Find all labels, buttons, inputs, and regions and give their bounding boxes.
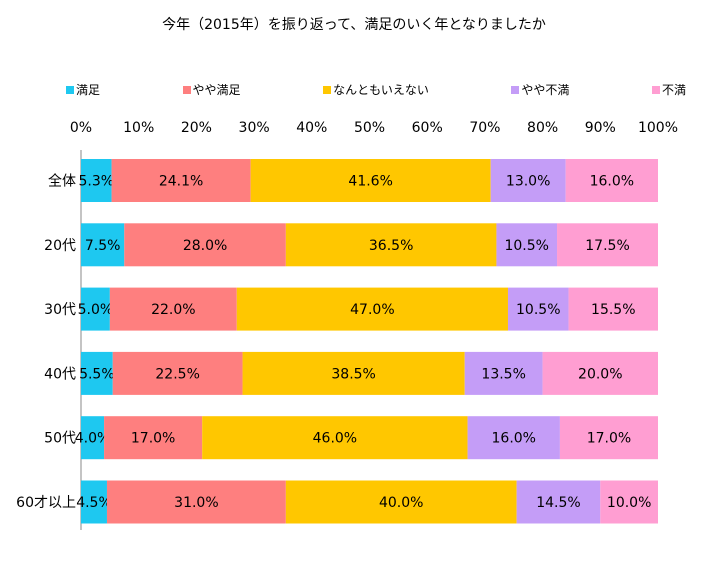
bar-segment: [568, 287, 658, 331]
legend-label: 満足: [76, 83, 101, 97]
bar-segment: [109, 287, 237, 331]
data-label: 20.0%: [578, 366, 622, 382]
bar-segment: [106, 480, 286, 524]
data-label: 17.5%: [585, 238, 629, 254]
data-label: 41.6%: [348, 174, 392, 190]
bar-segment: [81, 287, 110, 331]
data-label: 36.5%: [369, 238, 413, 254]
x-tick-label: 70%: [469, 120, 500, 136]
data-label: 22.0%: [151, 302, 195, 318]
category-label: 60才以上: [16, 495, 76, 511]
data-label: 14.5%: [536, 495, 580, 511]
data-label: 17.0%: [131, 431, 175, 447]
legend-item: なんともいえない: [323, 81, 429, 98]
bar-segment: [81, 480, 107, 524]
data-label: 24.1%: [159, 174, 203, 190]
data-label: 38.5%: [331, 366, 375, 382]
bar-segment: [202, 416, 468, 460]
category-label: 全体: [48, 173, 76, 190]
bar-segment: [490, 159, 566, 202]
data-label: 15.5%: [591, 302, 635, 318]
category-label: 30代: [44, 302, 76, 318]
bar-segment: [111, 159, 251, 202]
bar-segment: [250, 159, 491, 202]
bar-segment: [285, 480, 517, 524]
legend-swatch: [323, 85, 332, 94]
bar-segment: [124, 223, 286, 267]
x-tick-label: 30%: [239, 120, 270, 136]
data-label: 28.0%: [183, 238, 227, 254]
data-label: 16.0%: [492, 431, 536, 447]
legend-swatch: [66, 85, 74, 94]
data-label: 10.0%: [607, 495, 651, 511]
x-tick-label: 50%: [354, 120, 385, 136]
bar-segment: [557, 223, 658, 267]
x-tick-label: 90%: [585, 120, 616, 136]
x-tick-label: 10%: [123, 120, 154, 136]
bar-segment: [242, 351, 465, 395]
bar-segment: [507, 287, 569, 331]
bar-segment: [236, 287, 508, 331]
data-label: 7.5%: [85, 238, 121, 254]
legend-item: 不満: [651, 81, 686, 98]
legend-label: 不満: [661, 83, 686, 97]
bar-segment: [600, 480, 658, 524]
bar-segment: [565, 159, 658, 202]
bar-segment: [467, 416, 560, 460]
data-label: 13.0%: [506, 174, 550, 190]
bar-segment: [81, 223, 125, 267]
chart-title: 今年（2015年）を振り返って、満足のいく年となりましたか: [162, 17, 546, 33]
category-label: 50代: [44, 431, 76, 447]
bar-segment: [81, 159, 112, 202]
bar-segment: [112, 351, 243, 395]
category-label: 20代: [44, 238, 76, 254]
legend-swatch: [511, 85, 520, 94]
x-tick-label: 80%: [527, 120, 558, 136]
data-label: 5.5%: [79, 366, 115, 382]
bar-segment: [559, 416, 658, 460]
x-tick-label: 0%: [70, 120, 92, 136]
legend-label: なんともいえない: [333, 83, 429, 97]
x-tick-label: 20%: [181, 120, 212, 136]
data-label: 40.0%: [379, 495, 423, 511]
bar-segment: [104, 416, 203, 460]
legend-label: やや満足: [192, 83, 241, 97]
category-label: 40代: [44, 366, 76, 382]
data-label: 10.5%: [516, 302, 560, 318]
legend-item: やや満足: [182, 81, 241, 98]
bar-segment: [542, 351, 658, 395]
bar-segment: [81, 351, 113, 395]
bar-segment: [464, 351, 543, 395]
data-label: 5.0%: [78, 302, 114, 318]
data-label: 10.5%: [504, 238, 548, 254]
data-label: 5.3%: [79, 174, 115, 190]
bar-segment: [496, 223, 558, 267]
legend: 満足 やや満足 なんともいえない やや不満 不満: [66, 81, 686, 98]
data-label: 17.0%: [587, 431, 631, 447]
data-label: 46.0%: [313, 431, 357, 447]
data-label: 4.0%: [75, 431, 111, 447]
legend-item: 満足: [66, 81, 100, 98]
legend-item: やや不満: [511, 81, 569, 98]
data-label: 4.5%: [76, 495, 112, 511]
data-label: 31.0%: [174, 495, 218, 511]
bar-segment: [516, 480, 601, 524]
data-label: 13.5%: [481, 366, 525, 382]
legend-swatch: [182, 85, 191, 94]
data-label: 47.0%: [350, 302, 394, 318]
data-label: 22.5%: [155, 366, 199, 382]
x-tick-label: 60%: [412, 120, 443, 136]
bar-segment: [285, 223, 497, 267]
x-tick-label: 100%: [638, 120, 678, 136]
bar-segment: [81, 416, 105, 460]
legend-label: やや不満: [521, 83, 570, 97]
x-tick-label: 40%: [296, 120, 327, 136]
data-label: 16.0%: [590, 174, 634, 190]
legend-swatch: [651, 85, 660, 94]
